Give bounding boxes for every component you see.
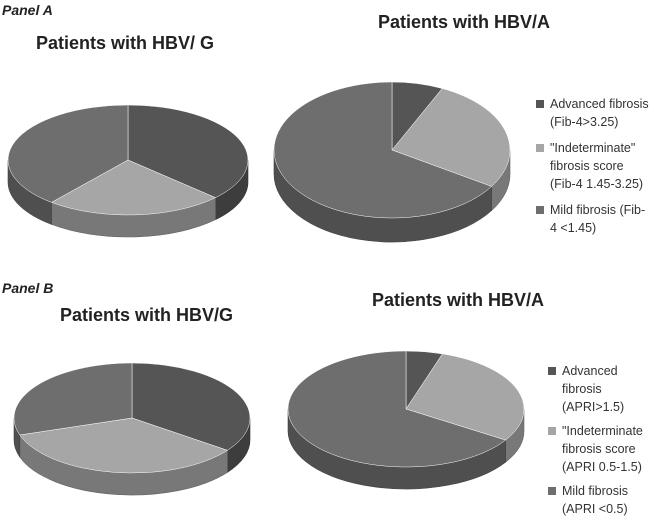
legend-item-mild-b: Mild fibrosis (APRI <0.5) — [548, 482, 663, 518]
pie-0-slice-2 — [7, 104, 129, 203]
legend-label-advanced: Advanced fibrosis (Fib-4>3.25) — [550, 97, 649, 129]
pie-title-a-hbv-g: Patients with HBV/ G — [36, 33, 215, 53]
pie-1 — [273, 81, 511, 243]
legend-panel-a: Advanced fibrosis (Fib-4>3.25) "Indeterm… — [536, 95, 663, 243]
legend-label-indeterminate-b: "Indeterminate fibrosis score (APRI 0.5-… — [562, 424, 643, 474]
pie-3-slice-2 — [287, 350, 507, 468]
pie-0-slice-0 — [127, 104, 249, 198]
pie-2-slice-2 — [13, 362, 133, 436]
pie-1-slice-1 — [391, 88, 511, 187]
pie-0 — [7, 104, 249, 238]
legend-swatch-indeterminate-b — [548, 427, 556, 435]
legend-swatch-mild-b — [548, 487, 556, 495]
pie-title-b-hbv-g: Patients with HBV/G — [60, 305, 234, 325]
legend-label-mild: Mild fibrosis (Fib- 4 <1.45) — [550, 203, 646, 235]
pie-3-slice-1 — [405, 353, 525, 441]
pie-3 — [287, 350, 525, 490]
pie-2-slice-0 — [131, 362, 251, 451]
legend-panel-b: Advanced fibrosis (APRI>1.5) "Indetermin… — [548, 362, 663, 524]
pie-title-b-hbv-a: Patients with HBV/A — [372, 290, 545, 310]
pie-1-slice-2 — [273, 81, 493, 219]
pie-2 — [13, 362, 251, 496]
panel-b-label: Panel B — [2, 280, 54, 296]
legend-swatch-advanced — [536, 100, 544, 108]
legend-label-advanced-b: Advanced fibrosis (APRI>1.5) — [562, 364, 625, 414]
pie-0-slice-1 — [50, 159, 217, 216]
pie-2-slice-1 — [19, 417, 229, 474]
legend-item-mild: Mild fibrosis (Fib- 4 <1.45) — [536, 201, 663, 237]
legend-swatch-advanced-b — [548, 367, 556, 375]
legend-item-indeterminate-b: "Indeterminate fibrosis score (APRI 0.5-… — [548, 422, 663, 476]
legend-item-advanced: Advanced fibrosis (Fib-4>3.25) — [536, 95, 663, 131]
pie-title-a-hbv-a: Patients with HBV/A — [378, 12, 551, 32]
legend-swatch-indeterminate — [536, 144, 544, 152]
legend-label-mild-b: Mild fibrosis (APRI <0.5) — [562, 484, 628, 516]
panel-a-label: Panel A — [2, 2, 53, 18]
legend-item-advanced-b: Advanced fibrosis (APRI>1.5) — [548, 362, 663, 416]
legend-label-indeterminate: "Indeterminate" fibrosis score (Fib-4 1.… — [550, 141, 644, 191]
legend-swatch-mild — [536, 206, 544, 214]
legend-item-indeterminate: "Indeterminate" fibrosis score (Fib-4 1.… — [536, 139, 663, 193]
